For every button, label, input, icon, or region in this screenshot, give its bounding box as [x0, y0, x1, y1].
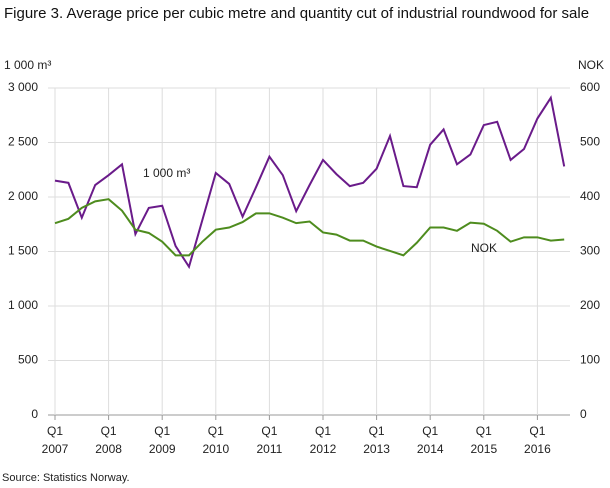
y2-tick-label: 100	[580, 353, 600, 367]
x-tick-label: Q1	[261, 424, 277, 438]
x-tick-label: Q1	[154, 424, 170, 438]
series-label: NOK	[471, 241, 497, 255]
x-tick-year: 2012	[310, 442, 337, 456]
x-tick-label: Q1	[422, 424, 438, 438]
y-axis-label: 1 000 m³	[4, 58, 51, 72]
series-line	[54, 198, 565, 257]
x-tick-year: 2013	[363, 442, 390, 456]
x-tick-label: Q1	[476, 424, 492, 438]
series-label: 1 000 m³	[143, 166, 190, 180]
x-tick-label: Q1	[47, 424, 63, 438]
x-tick-label: Q1	[315, 424, 331, 438]
x-tick-label: Q1	[101, 424, 117, 438]
source: Source: Statistics Norway.	[2, 472, 130, 484]
x-tick-year: 2010	[202, 442, 229, 456]
y-tick-label: 1 500	[8, 244, 38, 258]
y2-tick-label: 300	[580, 244, 600, 258]
series-line	[54, 95, 566, 270]
y2-tick-label: 400	[580, 189, 600, 203]
y-tick-label: 3 000	[8, 80, 38, 94]
chart-title: Figure 3. Average price per cubic metre …	[4, 5, 589, 22]
x-tick-year: 2015	[470, 442, 497, 456]
y-tick-label: 1 000	[8, 298, 38, 312]
x-tick-year: 2008	[95, 442, 122, 456]
y2-tick-label: 200	[580, 298, 600, 312]
y2-tick-label: 600	[580, 80, 600, 94]
x-tick-label: Q1	[369, 424, 385, 438]
y2-tick-label: 0	[580, 407, 587, 421]
y-tick-label: 0	[31, 407, 38, 421]
x-tick-year: 2011	[256, 442, 282, 456]
x-tick-year: 2007	[42, 442, 69, 456]
x-tick-year: 2016	[524, 442, 551, 456]
y-tick-label: 500	[18, 353, 38, 367]
y-tick-label: 2 500	[8, 135, 38, 149]
x-tick-year: 2009	[149, 442, 176, 456]
x-tick-label: Q1	[529, 424, 545, 438]
y2-tick-label: 500	[580, 135, 600, 149]
y-tick-label: 2 000	[8, 189, 38, 203]
x-tick-year: 2014	[417, 442, 444, 456]
x-tick-label: Q1	[208, 424, 224, 438]
y2-axis-label: NOK	[578, 58, 604, 72]
